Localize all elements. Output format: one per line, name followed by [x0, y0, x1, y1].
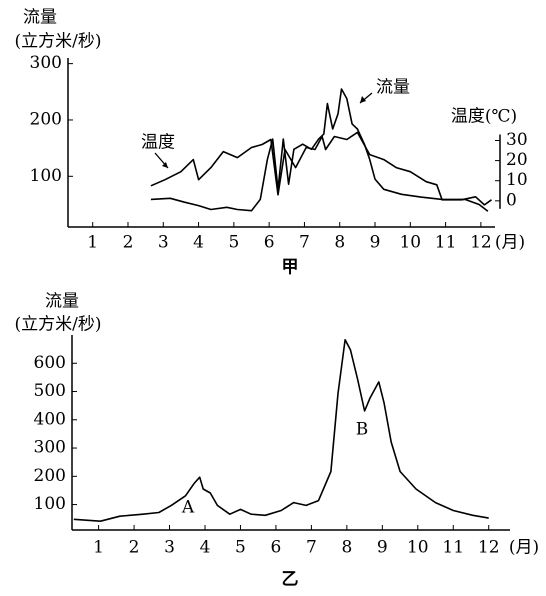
x-tick-label: 8 — [334, 233, 345, 253]
y2-tick-label: 0 — [506, 190, 517, 210]
x-tick-label: 4 — [193, 233, 204, 253]
series-line — [150, 131, 492, 206]
x-tick-label: 9 — [377, 538, 388, 558]
x-tick-label: 9 — [370, 233, 381, 253]
x-axis-title: (月) — [509, 538, 539, 558]
y-tick-label: 300 — [34, 438, 66, 458]
y2-tick-label: 30 — [506, 130, 528, 150]
x-tick-label: 7 — [299, 233, 310, 253]
x-tick-label: 7 — [306, 538, 317, 558]
y-tick-label: 300 — [30, 53, 62, 73]
series-label: 温度 — [141, 133, 175, 153]
x-tick-label: 8 — [341, 538, 352, 558]
x-tick-label: 6 — [264, 233, 275, 253]
y-axis-title: 流量 — [23, 8, 57, 28]
y-axis-unit: (立方米/秒) — [15, 315, 102, 335]
y-tick-label: 400 — [34, 409, 66, 429]
arrow-head — [162, 162, 168, 168]
series-line — [150, 88, 489, 212]
x-tick-label: 12 — [470, 233, 492, 253]
y-tick-label: 600 — [34, 353, 66, 373]
y2-tick-label: 10 — [506, 170, 528, 190]
y-tick-label: 500 — [34, 381, 66, 401]
caption: 甲 — [282, 258, 299, 278]
x-axis-title: (月) — [495, 233, 525, 253]
series-label: 流量 — [376, 78, 410, 98]
x-tick-label: 12 — [478, 538, 500, 558]
x-tick-label: 5 — [228, 233, 239, 253]
x-tick-label: 10 — [399, 233, 421, 253]
x-tick-label: 4 — [200, 538, 211, 558]
x-tick-label: 11 — [435, 233, 457, 253]
caption: 乙 — [282, 570, 299, 590]
arrow-head — [360, 96, 366, 103]
y-axis-title: 流量 — [45, 292, 79, 312]
y-axis-unit: (立方米/秒) — [15, 32, 102, 52]
x-tick-label: 6 — [271, 538, 282, 558]
x-tick-label: 11 — [442, 538, 464, 558]
x-tick-label: 10 — [407, 538, 429, 558]
y2-tick-label: 20 — [506, 150, 528, 170]
series-line — [73, 339, 489, 522]
x-tick-label: 5 — [235, 538, 246, 558]
x-tick-label: 1 — [87, 233, 98, 253]
x-tick-label: 2 — [129, 538, 140, 558]
y-tick-label: 100 — [30, 166, 62, 186]
x-tick-label: 3 — [158, 233, 169, 253]
annotation: A — [181, 498, 195, 518]
y-tick-label: 200 — [30, 109, 62, 129]
y-tick-label: 200 — [34, 466, 66, 486]
y2-axis-title: 温度(℃) — [451, 107, 517, 127]
annotation: B — [356, 420, 369, 440]
x-tick-label: 3 — [164, 538, 175, 558]
x-tick-label: 1 — [93, 538, 104, 558]
x-tick-label: 2 — [123, 233, 134, 253]
y-tick-label: 100 — [34, 494, 66, 514]
